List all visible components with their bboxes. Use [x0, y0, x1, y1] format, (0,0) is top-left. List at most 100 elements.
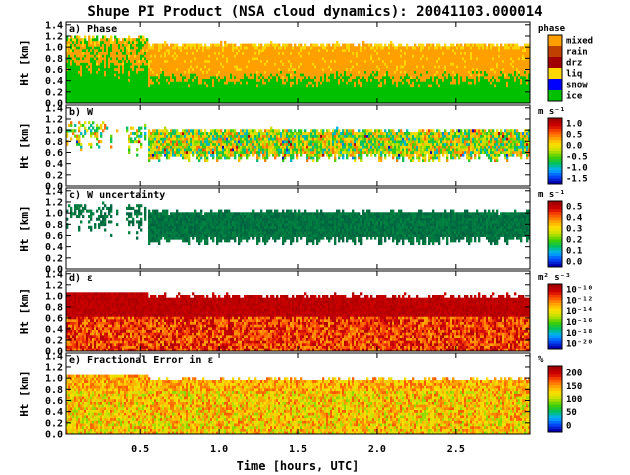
heatmap-cell	[228, 95, 230, 98]
heatmap-cell	[414, 52, 416, 55]
heatmap-cell	[110, 63, 112, 66]
heatmap-cell	[178, 76, 180, 79]
heatmap-cell	[464, 60, 466, 63]
heatmap-cell	[144, 52, 146, 55]
heatmap-cell	[202, 81, 204, 84]
heatmap-cell	[102, 84, 104, 87]
heatmap-cell	[434, 84, 436, 87]
heatmap-cell	[312, 81, 314, 84]
heatmap-cell	[442, 49, 444, 52]
heatmap-cell	[160, 95, 162, 98]
heatmap-cell	[488, 54, 490, 57]
heatmap-cell	[234, 98, 236, 101]
heatmap-cell	[328, 46, 330, 49]
heatmap-cell	[432, 98, 434, 101]
heatmap-cell	[82, 98, 84, 101]
heatmap-cell	[254, 63, 256, 66]
heatmap-cell	[304, 49, 306, 52]
heatmap-cell	[456, 92, 458, 95]
heatmap-cell	[102, 44, 104, 47]
heatmap-cell	[508, 44, 510, 47]
heatmap-cell	[130, 54, 132, 57]
heatmap-cell	[196, 44, 198, 47]
heatmap-cell	[396, 65, 398, 68]
heatmap-cell	[198, 84, 200, 87]
heatmap-cell	[124, 60, 126, 63]
heatmap-cell	[458, 87, 460, 90]
heatmap-cell	[290, 92, 292, 95]
heatmap-cell	[428, 60, 430, 63]
heatmap-cell	[68, 63, 70, 66]
heatmap-cell	[402, 46, 404, 49]
heatmap-cell	[338, 76, 340, 79]
heatmap-cell	[352, 81, 354, 84]
heatmap-cell	[514, 65, 516, 68]
heatmap-cell	[512, 87, 514, 90]
heatmap-cell	[412, 73, 414, 76]
heatmap-cell	[76, 63, 78, 66]
heatmap-cell	[408, 68, 410, 71]
heatmap-cell	[492, 44, 494, 47]
heatmap-cell	[384, 87, 386, 90]
heatmap-cell	[128, 98, 130, 101]
heatmap-cell	[106, 49, 108, 52]
heatmap-cell	[286, 49, 288, 52]
heatmap-cell	[256, 60, 258, 63]
heatmap-cell	[508, 52, 510, 55]
heatmap-cell	[314, 73, 316, 76]
heatmap-cell	[260, 90, 262, 93]
heatmap-cell	[392, 73, 394, 76]
heatmap-cell	[178, 98, 180, 101]
heatmap-cell	[284, 92, 286, 95]
heatmap-cell	[130, 81, 132, 84]
heatmap-cell	[300, 76, 302, 79]
heatmap-cell	[198, 68, 200, 71]
heatmap-cell	[76, 44, 78, 47]
heatmap-cell	[392, 52, 394, 55]
heatmap-cell	[242, 68, 244, 71]
heatmap-cell	[470, 87, 472, 90]
heatmap-cell	[342, 73, 344, 76]
heatmap-cell	[316, 60, 318, 63]
heatmap-cell	[414, 49, 416, 52]
heatmap-cell	[424, 52, 426, 55]
heatmap-cell	[372, 84, 374, 87]
heatmap-cell	[142, 41, 144, 44]
heatmap-cell	[328, 87, 330, 90]
heatmap-cell	[370, 84, 372, 87]
heatmap-cell	[94, 63, 96, 66]
heatmap-cell	[150, 87, 152, 90]
heatmap-cell	[84, 76, 86, 79]
heatmap-cell	[296, 68, 298, 71]
heatmap-cell	[378, 68, 380, 71]
heatmap-cell	[108, 79, 110, 82]
heatmap-cell	[242, 90, 244, 93]
heatmap-cell	[206, 54, 208, 57]
heatmap-cell	[82, 44, 84, 47]
heatmap-cell	[136, 79, 138, 82]
heatmap-cell	[92, 79, 94, 82]
heatmap-cell	[318, 92, 320, 95]
heatmap-cell	[234, 90, 236, 93]
heatmap-cell	[318, 79, 320, 82]
heatmap-cell	[164, 68, 166, 71]
heatmap-cell	[426, 81, 428, 84]
heatmap-cell	[116, 46, 118, 49]
heatmap-cell	[158, 87, 160, 90]
heatmap-cell	[496, 73, 498, 76]
heatmap-cell	[320, 44, 322, 47]
heatmap-cell	[158, 60, 160, 63]
heatmap-cell	[234, 63, 236, 66]
heatmap-cell	[72, 84, 74, 87]
heatmap-cell	[432, 76, 434, 79]
heatmap-cell	[438, 81, 440, 84]
heatmap-cell	[440, 57, 442, 60]
heatmap-cell	[220, 63, 222, 66]
heatmap-cell	[484, 95, 486, 98]
heatmap-cell	[218, 65, 220, 68]
heatmap-cell	[144, 95, 146, 98]
heatmap-cell	[108, 95, 110, 98]
heatmap-cell	[164, 49, 166, 52]
heatmap-cell	[210, 95, 212, 98]
heatmap-cell	[454, 65, 456, 68]
